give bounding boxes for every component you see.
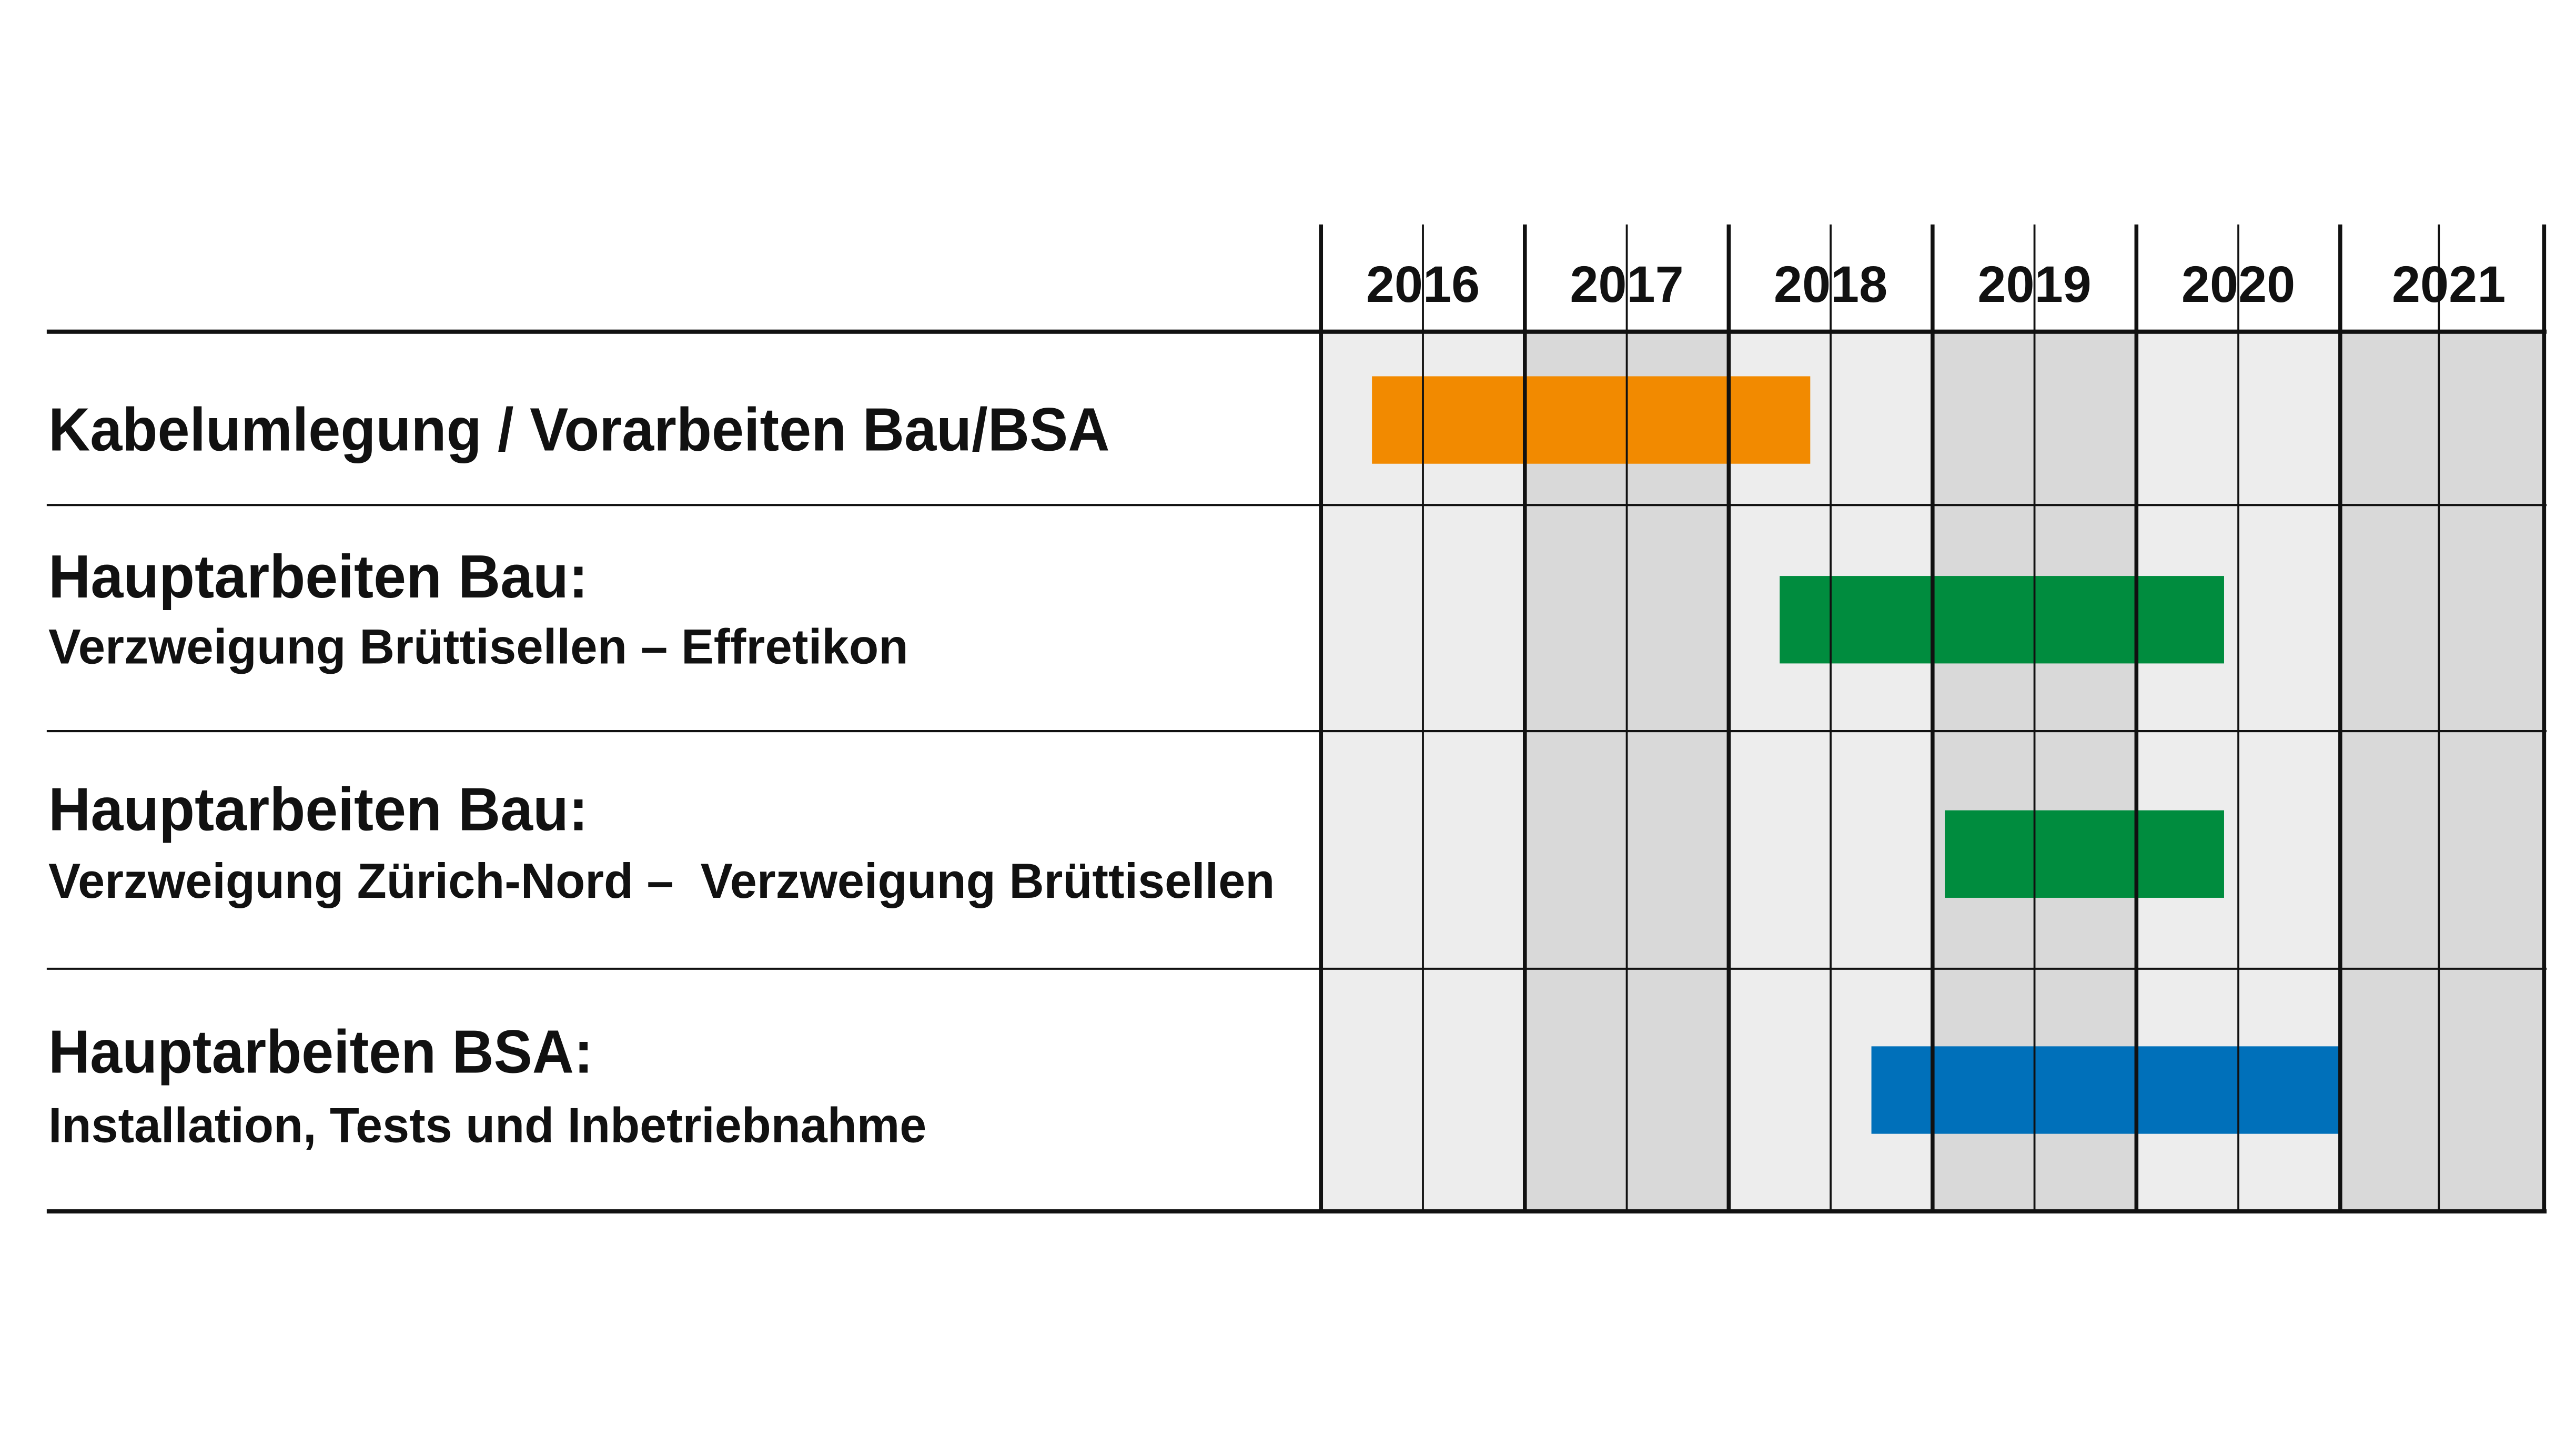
task-2-subtitle: Verzweigung Brüttisellen – Effretikon bbox=[48, 619, 908, 674]
task-bar-1 bbox=[1372, 376, 1811, 464]
year-band-2021 bbox=[2340, 331, 2544, 1212]
year-label: 2020 bbox=[2181, 256, 2295, 313]
task-bar-4 bbox=[1871, 1046, 2340, 1134]
task-4-subtitle: Installation, Tests und Inbetriebnahme bbox=[48, 1097, 926, 1152]
task-1-title: Kabelumlegung / Vorarbeiten Bau/BSA bbox=[48, 396, 1110, 464]
year-label: 2021 bbox=[2392, 256, 2506, 313]
year-label: 2017 bbox=[1570, 256, 1683, 313]
year-label: 2016 bbox=[1366, 256, 1480, 313]
task-bar-3 bbox=[1945, 810, 2224, 898]
task-3-subtitle: Verzweigung Zürich-Nord – Verzweigung Br… bbox=[48, 853, 1275, 908]
task-3-title: Hauptarbeiten Bau: bbox=[48, 775, 588, 843]
year-label: 2018 bbox=[1774, 256, 1887, 313]
task-bar-2 bbox=[1780, 576, 2224, 664]
grid-lines bbox=[46, 224, 2547, 1214]
task-bars bbox=[1372, 376, 2340, 1134]
task-4-title: Hauptarbeiten BSA: bbox=[48, 1018, 593, 1086]
task-labels: Kabelumlegung / Vorarbeiten Bau/BSA Haup… bbox=[48, 396, 1275, 1153]
task-2-title: Hauptarbeiten Bau: bbox=[48, 542, 588, 611]
year-label: 2019 bbox=[1977, 256, 2091, 313]
year-labels: 2016 2017 2018 2019 2020 2021 bbox=[1366, 256, 2506, 313]
